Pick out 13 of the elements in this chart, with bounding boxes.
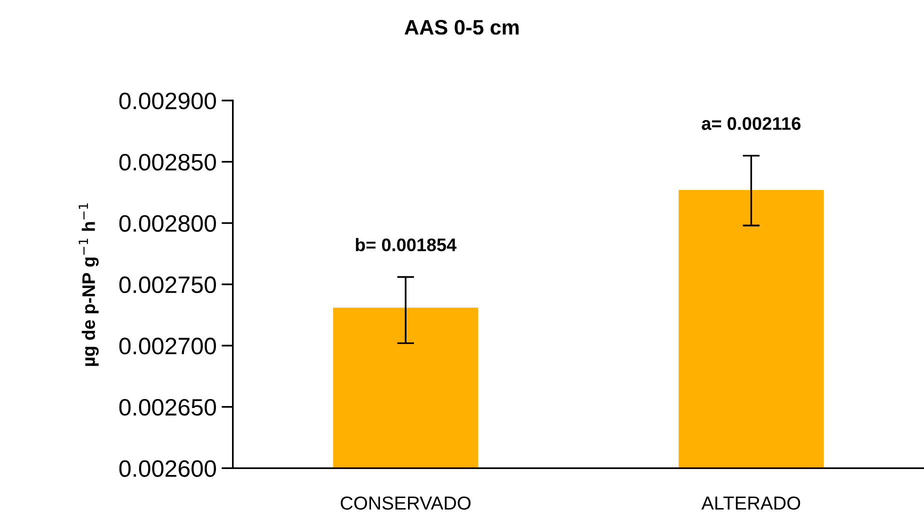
chart-title: AAS 0-5 cm xyxy=(404,20,519,35)
y-tick-label: 0.002850 xyxy=(119,154,216,171)
y-axis-title: µg de p-NP g$^{−1}$ h$^{−1}$ xyxy=(78,203,99,366)
y-tick-label: 0.002800 xyxy=(119,215,216,232)
annotation: b= 0.001854 xyxy=(356,238,456,252)
y-tick-label: 0.002900 xyxy=(119,92,216,110)
annotation: a= 0.002116 xyxy=(702,117,801,130)
y-tick-label: 0.002650 xyxy=(119,398,216,416)
y-tick-label: 0.002700 xyxy=(119,338,216,354)
y-tick-label: 0.002750 xyxy=(119,276,216,294)
y-tick-label: 0.002600 xyxy=(119,460,216,477)
x-tick-label: ALTERADO xyxy=(701,496,800,510)
x-tick-label: CONSERVADO xyxy=(340,496,471,510)
